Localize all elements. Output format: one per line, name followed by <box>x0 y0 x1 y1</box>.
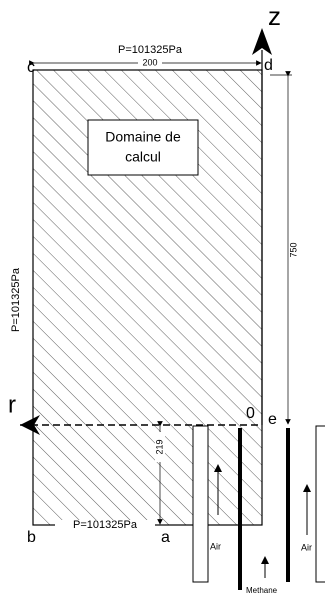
origin-label: 0 <box>246 405 255 422</box>
boundary-label: P=101325Pa <box>73 519 138 531</box>
r-arrow <box>20 415 40 435</box>
axis-label: z <box>268 1 281 31</box>
point-label: b <box>27 529 36 546</box>
inlet-label: Methane <box>246 586 278 595</box>
label-bg <box>138 58 162 68</box>
air-tube-wall <box>315 425 325 583</box>
axis-label: r <box>8 391 16 418</box>
domain-label: calcul <box>125 149 161 165</box>
point-label: c <box>27 59 35 76</box>
domain-label: Domaine de <box>105 129 181 145</box>
dimension-label: 750 <box>288 242 298 257</box>
label-bg <box>155 432 165 462</box>
domain-label-box <box>87 119 199 176</box>
point-label: a <box>161 529 170 546</box>
inlet-label: Air <box>301 542 312 552</box>
dimension-label: 200 <box>142 57 157 67</box>
boundary-label: P=101325Pa <box>10 267 22 332</box>
point-label: d <box>264 57 273 74</box>
inlet-label: Air <box>210 541 221 551</box>
label-bg <box>55 520 155 531</box>
z-arrow <box>252 28 272 55</box>
boundary-label: P=101325Pa <box>118 44 183 56</box>
air-tube-wall <box>192 425 209 583</box>
dimension-label: 219 <box>154 439 164 454</box>
point-label: e <box>268 411 277 428</box>
